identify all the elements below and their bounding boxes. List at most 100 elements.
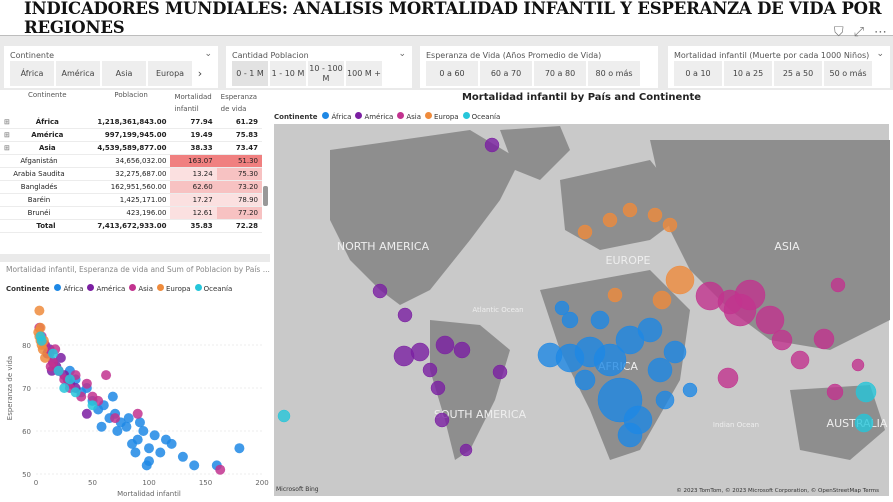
chevron-down-icon[interactable]: ⌄ [398,49,406,59]
legend-item[interactable]: América [87,284,125,293]
row-poblacion: 997,199,945.00 [91,128,171,142]
expand-icon[interactable]: ⊞ [4,118,13,126]
table-row[interactable]: Arabia Saudita 32,275,687.00 13.24 75.30 [0,167,262,181]
map-bubble[interactable] [647,357,673,383]
map-bubble[interactable] [734,279,766,311]
map-bubble[interactable] [854,413,874,433]
chip-mort-0-10[interactable]: 0 a 10 [674,61,722,86]
map-bubble[interactable] [652,290,672,310]
map-bubble[interactable] [755,305,785,335]
scatter-point [234,443,245,454]
col-header-poblacion[interactable]: Poblacion [114,91,148,99]
focus-icon[interactable]: ⤢ [853,25,864,40]
map-bubble[interactable] [577,224,593,240]
chip-esp-80[interactable]: 80 o más [588,61,640,86]
map-bubble[interactable] [717,367,739,389]
map-bubble[interactable] [397,307,413,323]
map-bubble[interactable] [663,340,687,364]
scatter-point [70,387,81,398]
map-bubble[interactable] [410,342,430,362]
chip-pob-1-10[interactable]: 1 - 10 M [270,61,306,86]
col-header-esperanza[interactable]: Esperanza de vida [220,93,258,113]
table-row[interactable]: Baréin 1,425,171.00 17.27 78.90 [0,193,262,207]
table-row-continent[interactable]: ⊞ América 997,199,945.00 19.49 75.83 [0,128,262,142]
map-bubble[interactable] [662,217,678,233]
table-scrollbar[interactable] [263,186,268,206]
chip-mort-50[interactable]: 50 o más [824,61,872,86]
chevron-right-icon[interactable]: › [194,61,206,86]
map-bubble[interactable] [790,350,810,370]
chip-pob-100[interactable]: 100 M + [346,61,382,86]
legend-item[interactable]: Oceanía [462,112,500,121]
table-row[interactable]: Bangladés 162,951,560.00 62.60 73.20 [0,180,262,194]
expand-icon[interactable]: ⊞ [4,131,13,139]
legend-item[interactable]: Asia [397,112,421,121]
map-bubble[interactable] [435,335,455,355]
legend-item[interactable]: América [355,112,393,121]
map-bubble[interactable] [393,345,415,367]
map-bubble[interactable] [830,277,846,293]
map-bubble[interactable] [617,422,643,448]
legend-item[interactable]: África [54,284,83,293]
chip-africa[interactable]: África [10,61,54,86]
legend-dot [54,284,62,291]
chip-mort-25-50[interactable]: 25 a 50 [774,61,822,86]
chevron-down-icon[interactable]: ⌄ [204,49,212,59]
map-bubble[interactable] [602,212,618,228]
map-bubble[interactable] [655,390,675,410]
chip-mort-10-25[interactable]: 10 a 25 [724,61,772,86]
map-bubble[interactable] [682,382,698,398]
map-bubble[interactable] [607,287,623,303]
map-bubble[interactable] [771,329,793,351]
expand-icon[interactable]: ⊞ [4,144,13,152]
table-row-continent[interactable]: ⊞ África 1,218,361,843.00 77.94 61.29 [0,116,262,129]
table-row[interactable]: Afganistán 34,656,032.00 163.07 51.30 [0,154,262,168]
chip-esp-0-60[interactable]: 0 a 60 [426,61,478,86]
map-bubble[interactable] [813,328,835,350]
map-bubble[interactable] [422,362,438,378]
table-row-continent[interactable]: ⊞ Asia 4,539,589,877.00 38.33 73.47 [0,141,262,155]
legend-item[interactable]: Oceanía [194,284,232,293]
map-bubble[interactable] [851,358,865,372]
map-bubble[interactable] [826,383,844,401]
legend-item[interactable]: Europa [157,284,191,293]
legend-item[interactable]: África [322,112,351,121]
map-bubble[interactable] [554,300,570,316]
col-header-continente[interactable]: Continente [28,91,67,99]
map-bubble[interactable] [277,409,291,423]
legend-item[interactable]: Asia [129,284,153,293]
legend-item[interactable]: Europa [425,112,459,121]
row-mortalidad: 38.33 [170,141,217,155]
map-bubble[interactable] [593,343,627,377]
map-bubble[interactable] [855,381,877,403]
map-bubble[interactable] [590,310,610,330]
map-bubble[interactable] [637,317,663,343]
bing-logo: Microsoft Bing [276,486,319,493]
map-bubble[interactable] [647,207,663,223]
more-icon[interactable]: ⋯ [874,25,887,40]
filter-icon[interactable]: ⛉ [833,25,844,40]
chip-esp-70-80[interactable]: 70 a 80 [534,61,586,86]
map-bubble[interactable] [622,202,638,218]
map-bubble[interactable] [430,380,446,396]
chip-america[interactable]: América [56,61,100,86]
chevron-down-icon[interactable]: ⌄ [876,49,884,59]
chip-pob-0-1[interactable]: 0 - 1 M [232,61,268,86]
map-bubble[interactable] [665,265,695,295]
landmass-greenland [500,126,570,180]
map-bubble[interactable] [459,443,473,457]
map-bubble[interactable] [453,341,471,359]
chip-pob-10-100[interactable]: 10 - 100 M [308,61,344,86]
map-bubble[interactable] [561,311,579,329]
map-bubble[interactable] [492,364,508,380]
map-bubble[interactable] [434,412,450,428]
map-bubble[interactable] [372,283,388,299]
chip-esp-60-70[interactable]: 60 a 70 [480,61,532,86]
chip-asia[interactable]: Asia [102,61,146,86]
map-bubble[interactable] [484,137,500,153]
map-bubble[interactable] [574,369,596,391]
table-row[interactable]: Brunéi 423,196.00 12.61 77.20 [0,206,262,220]
chip-europa[interactable]: Europa [148,61,192,86]
col-header-mortalidad[interactable]: Mortalidad infantil [174,93,212,113]
